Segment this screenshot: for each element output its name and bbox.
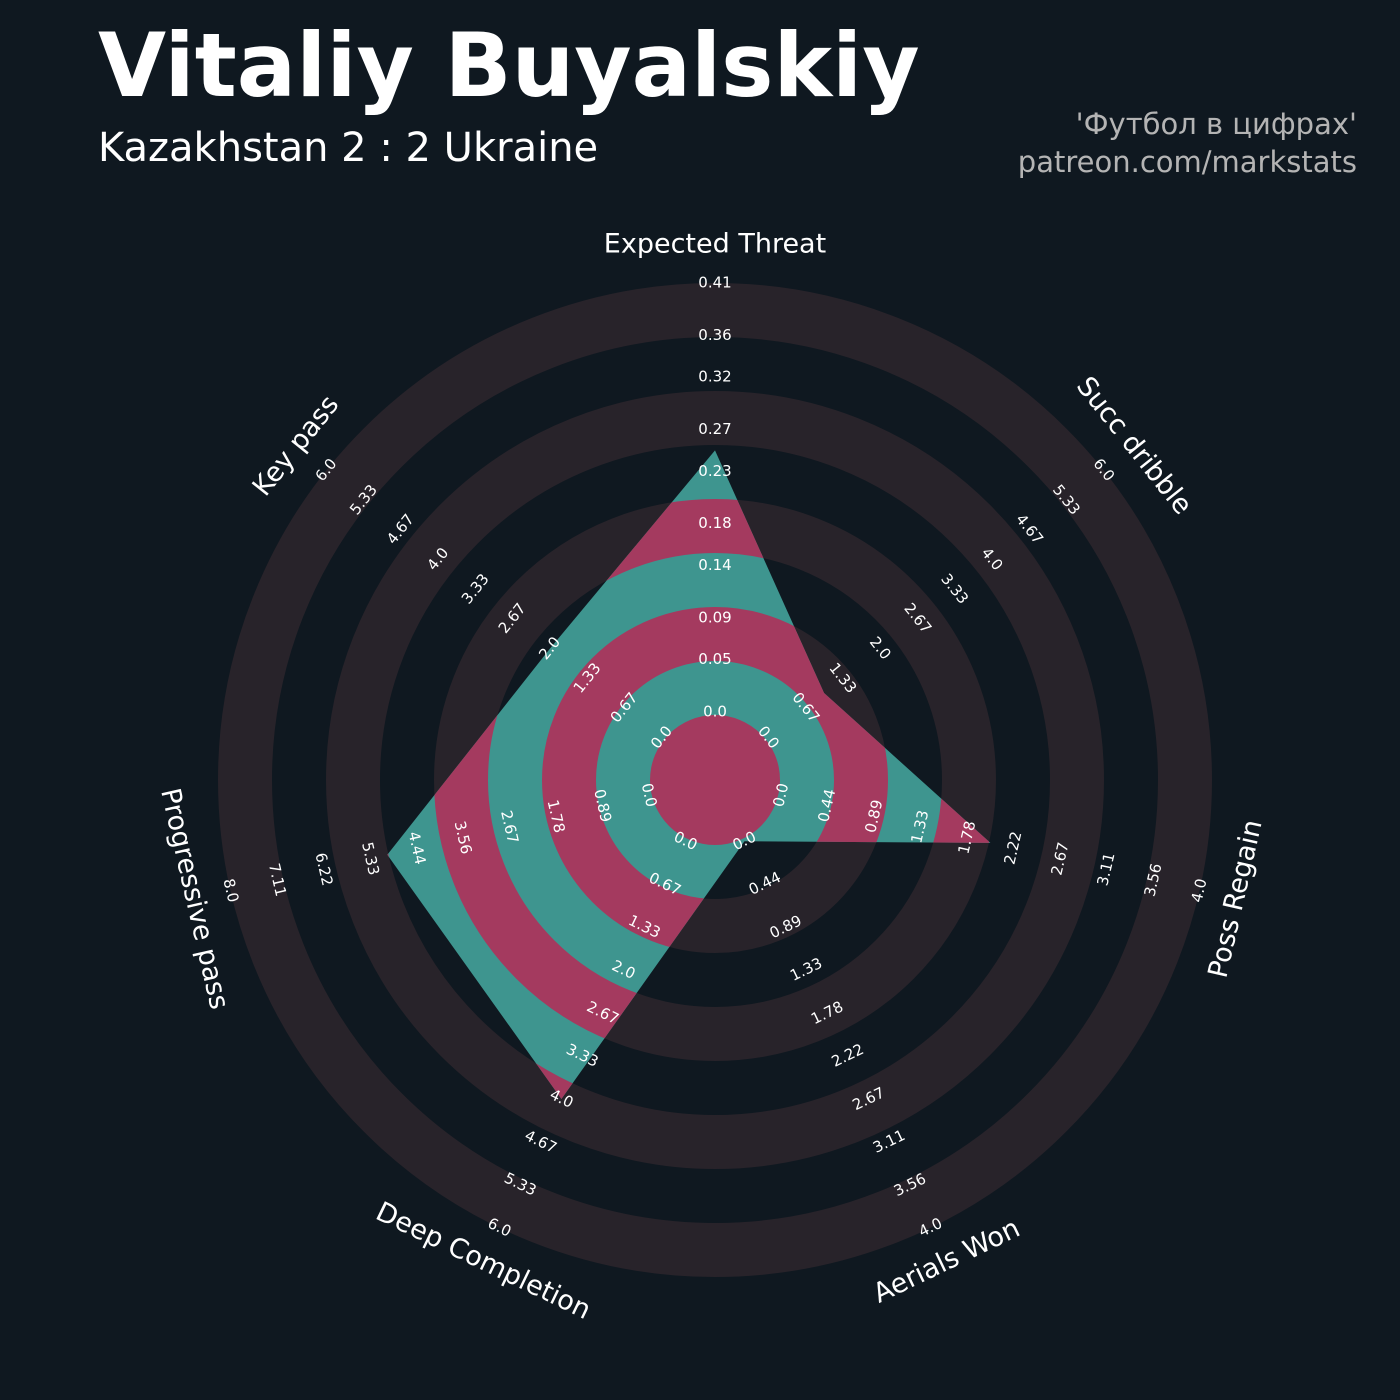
axis-tick-label: 0.23 bbox=[698, 462, 731, 480]
credit: patreon.com/markstats bbox=[1018, 145, 1357, 179]
axis-tick-label: 0.32 bbox=[698, 368, 731, 386]
background-ring bbox=[326, 391, 1104, 1169]
axis-tick-label: 0.0 bbox=[703, 703, 727, 721]
axis-tick-label: 0.0 bbox=[769, 781, 792, 808]
background-ring bbox=[218, 283, 1212, 1277]
axis-tick-label: 0.36 bbox=[698, 326, 731, 344]
chart-subtitle: Kazakhstan 2 : 2 Ukraine bbox=[98, 125, 598, 171]
axis-tick-label: 0.05 bbox=[698, 650, 731, 668]
axis-tick-label: 0.09 bbox=[698, 608, 731, 626]
axis-tick-label: 4.0 bbox=[1188, 877, 1211, 904]
axis-tick-label: 0.18 bbox=[698, 514, 731, 532]
parameter-label: Expected Threat bbox=[604, 229, 826, 260]
axis-tick-label: 0.41 bbox=[698, 274, 731, 292]
credit: 'Футбол в цифрах' bbox=[1076, 107, 1357, 141]
axis-tick-label: 8.0 bbox=[220, 877, 243, 904]
radar-band bbox=[650, 715, 780, 845]
chart-title: Vitaliy Buyalskiy bbox=[98, 14, 920, 117]
axis-tick-label: 0.14 bbox=[698, 556, 731, 574]
axis-tick-label: 0.0 bbox=[638, 781, 661, 808]
axis-tick-label: 0.27 bbox=[698, 420, 731, 438]
